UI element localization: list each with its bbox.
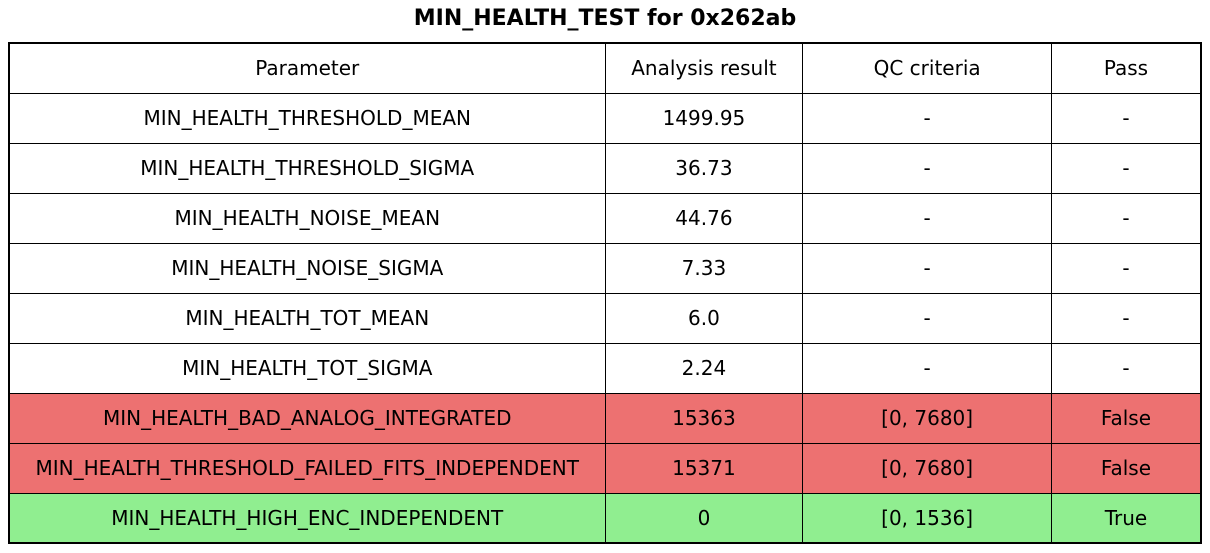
qc-criteria-cell: [0, 7680]: [802, 392, 1052, 444]
table-row: MIN_HEALTH_BAD_ANALOG_INTEGRATED 15363 […: [8, 392, 1202, 444]
column-header-parameter: Parameter: [8, 42, 606, 94]
qc-results-table: Parameter Analysis result QC criteria Pa…: [8, 42, 1202, 544]
pass-cell: -: [1050, 242, 1202, 294]
qc-criteria-cell: -: [802, 292, 1052, 344]
analysis-result-cell: 2.24: [604, 342, 804, 394]
parameter-cell: MIN_HEALTH_THRESHOLD_SIGMA: [8, 142, 606, 194]
table-body: MIN_HEALTH_THRESHOLD_MEAN 1499.95 - - MI…: [8, 92, 1202, 544]
pass-cell: False: [1050, 442, 1202, 494]
column-header-pass: Pass: [1050, 42, 1202, 94]
qc-criteria-cell: -: [802, 242, 1052, 294]
table-row: MIN_HEALTH_NOISE_MEAN 44.76 - -: [8, 192, 1202, 244]
qc-criteria-cell: [0, 7680]: [802, 442, 1052, 494]
table-row: MIN_HEALTH_THRESHOLD_MEAN 1499.95 - -: [8, 92, 1202, 144]
pass-cell: -: [1050, 192, 1202, 244]
header-row: Parameter Analysis result QC criteria Pa…: [8, 42, 1202, 94]
qc-criteria-cell: -: [802, 192, 1052, 244]
analysis-result-cell: 15371: [604, 442, 804, 494]
qc-criteria-cell: [0, 1536]: [802, 492, 1052, 544]
qc-criteria-cell: -: [802, 342, 1052, 394]
qc-criteria-cell: -: [802, 142, 1052, 194]
parameter-cell: MIN_HEALTH_TOT_SIGMA: [8, 342, 606, 394]
pass-cell: -: [1050, 342, 1202, 394]
table-row: MIN_HEALTH_HIGH_ENC_INDEPENDENT 0 [0, 15…: [8, 492, 1202, 544]
column-header-analysis-result: Analysis result: [604, 42, 804, 94]
table-row: MIN_HEALTH_TOT_MEAN 6.0 - -: [8, 292, 1202, 344]
table-row: MIN_HEALTH_TOT_SIGMA 2.24 - -: [8, 342, 1202, 394]
pass-cell: -: [1050, 292, 1202, 344]
table-row: MIN_HEALTH_NOISE_SIGMA 7.33 - -: [8, 242, 1202, 294]
pass-cell: False: [1050, 392, 1202, 444]
parameter-cell: MIN_HEALTH_NOISE_SIGMA: [8, 242, 606, 294]
parameter-cell: MIN_HEALTH_THRESHOLD_FAILED_FITS_INDEPEN…: [8, 442, 606, 494]
table-row: MIN_HEALTH_THRESHOLD_SIGMA 36.73 - -: [8, 142, 1202, 194]
table-row: MIN_HEALTH_THRESHOLD_FAILED_FITS_INDEPEN…: [8, 442, 1202, 494]
parameter-cell: MIN_HEALTH_BAD_ANALOG_INTEGRATED: [8, 392, 606, 444]
pass-cell: -: [1050, 142, 1202, 194]
parameter-cell: MIN_HEALTH_TOT_MEAN: [8, 292, 606, 344]
pass-cell: True: [1050, 492, 1202, 544]
analysis-result-cell: 0: [604, 492, 804, 544]
analysis-result-cell: 6.0: [604, 292, 804, 344]
analysis-result-cell: 1499.95: [604, 92, 804, 144]
parameter-cell: MIN_HEALTH_THRESHOLD_MEAN: [8, 92, 606, 144]
parameter-cell: MIN_HEALTH_NOISE_MEAN: [8, 192, 606, 244]
analysis-result-cell: 7.33: [604, 242, 804, 294]
analysis-result-cell: 44.76: [604, 192, 804, 244]
pass-cell: -: [1050, 92, 1202, 144]
qc-criteria-cell: -: [802, 92, 1052, 144]
analysis-result-cell: 15363: [604, 392, 804, 444]
figure-title: MIN_HEALTH_TEST for 0x262ab: [413, 6, 797, 31]
parameter-cell: MIN_HEALTH_HIGH_ENC_INDEPENDENT: [8, 492, 606, 544]
column-header-qc-criteria: QC criteria: [802, 42, 1052, 94]
analysis-result-cell: 36.73: [604, 142, 804, 194]
